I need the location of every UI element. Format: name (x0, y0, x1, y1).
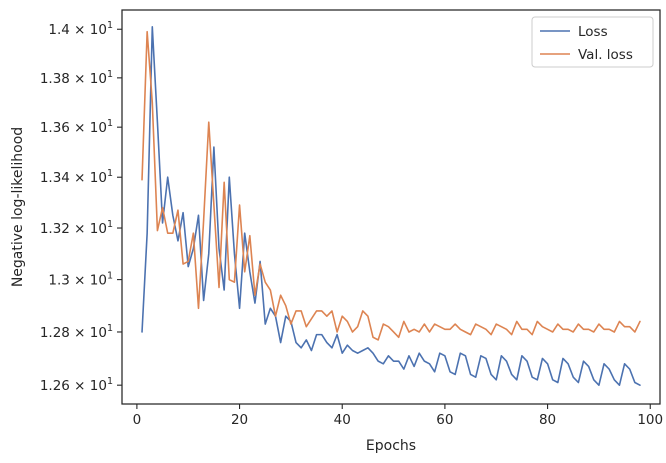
x-tick-label: 80 (539, 412, 556, 428)
y-axis-label: Negative log-likelihood (10, 127, 26, 287)
x-tick-label: 40 (334, 412, 351, 428)
legend: Loss Val. loss (531, 16, 654, 68)
legend-label-val-loss: Val. loss (578, 47, 633, 63)
y-tick-label: 1.34 × 101 (40, 168, 113, 186)
y-tick-label: 1.32 × 101 (40, 219, 113, 237)
x-tick-label: 20 (231, 412, 248, 428)
y-tick-label: 1.4 × 101 (48, 20, 113, 38)
y-tick-label: 1.3 × 101 (48, 271, 113, 289)
series-line-val-loss (141, 30, 641, 341)
plot-frame (121, 9, 661, 405)
x-axis-ticks: 0 20 40 60 80 100 (133, 404, 663, 428)
x-tick-label: 0 (133, 412, 142, 428)
series-line-loss (141, 26, 641, 386)
y-tick-label: 1.26 × 101 (40, 376, 113, 394)
y-axis-ticks: 1.26 × 101 1.28 × 101 1.3 × 101 1.32 × 101 1… (40, 20, 122, 394)
y-tick-label: 1.38 × 101 (40, 69, 113, 87)
plot-background (122, 10, 660, 404)
y-tick-label: 1.36 × 101 (40, 118, 113, 136)
x-axis-label: Epochs (366, 438, 416, 454)
legend-label-loss: Loss (578, 24, 608, 40)
series-lines (141, 26, 641, 386)
x-tick-label: 100 (637, 412, 663, 428)
y-tick-label: 1.28 × 101 (40, 323, 113, 341)
x-tick-label: 60 (436, 412, 453, 428)
